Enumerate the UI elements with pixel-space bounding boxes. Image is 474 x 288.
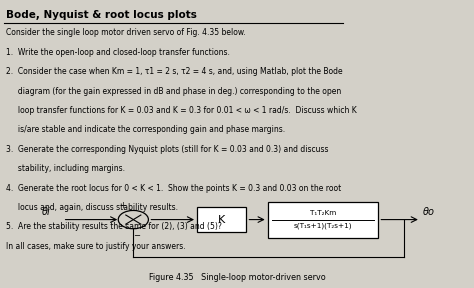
Text: In all cases, make sure to justify your answers.: In all cases, make sure to justify your … (6, 242, 186, 251)
Text: 3.  Generate the corresponding Nyquist plots (still for K = 0.03 and 0.3) and di: 3. Generate the corresponding Nyquist pl… (6, 145, 328, 154)
Text: θi: θi (41, 207, 50, 217)
Text: K: K (218, 215, 225, 225)
Text: stability, including margins.: stability, including margins. (6, 164, 125, 173)
Text: Bode, Nyquist & root locus plots: Bode, Nyquist & root locus plots (6, 10, 197, 20)
Text: diagram (for the gain expressed in dB and phase in deg.) corresponding to the op: diagram (for the gain expressed in dB an… (6, 87, 341, 96)
Text: 5.  Are the stability results the same for (2), (3) and (5)?: 5. Are the stability results the same fo… (6, 222, 222, 232)
Text: θo: θo (423, 207, 435, 217)
Text: locus and, again, discuss stability results.: locus and, again, discuss stability resu… (6, 203, 178, 212)
Text: Figure 4.35   Single-loop motor-driven servo: Figure 4.35 Single-loop motor-driven ser… (149, 273, 325, 282)
Text: loop transfer functions for K = 0.03 and K = 0.3 for 0.01 < ω < 1 rad/s.  Discus: loop transfer functions for K = 0.03 and… (6, 106, 357, 115)
Text: −: − (134, 231, 141, 240)
Text: s(T₁s+1)(T₂s+1): s(T₁s+1)(T₂s+1) (294, 223, 352, 229)
Text: Consider the single loop motor driven servo of Fig. 4.35 below.: Consider the single loop motor driven se… (6, 29, 246, 37)
FancyBboxPatch shape (197, 207, 246, 232)
Text: +: + (119, 202, 127, 211)
FancyBboxPatch shape (268, 202, 378, 238)
Text: 1.  Write the open-loop and closed-loop transfer functions.: 1. Write the open-loop and closed-loop t… (6, 48, 230, 57)
Text: is/are stable and indicate the corresponding gain and phase margins.: is/are stable and indicate the correspon… (6, 126, 285, 134)
Text: 2.  Consider the case when Km = 1, τ1 = 2 s, τ2 = 4 s, and, using Matlab, plot t: 2. Consider the case when Km = 1, τ1 = 2… (6, 67, 343, 76)
Text: T₁T₂Km: T₁T₂Km (310, 210, 336, 216)
Text: 4.  Generate the root locus for 0 < K < 1.  Show the points K = 0.3 and 0.03 on : 4. Generate the root locus for 0 < K < 1… (6, 184, 341, 193)
